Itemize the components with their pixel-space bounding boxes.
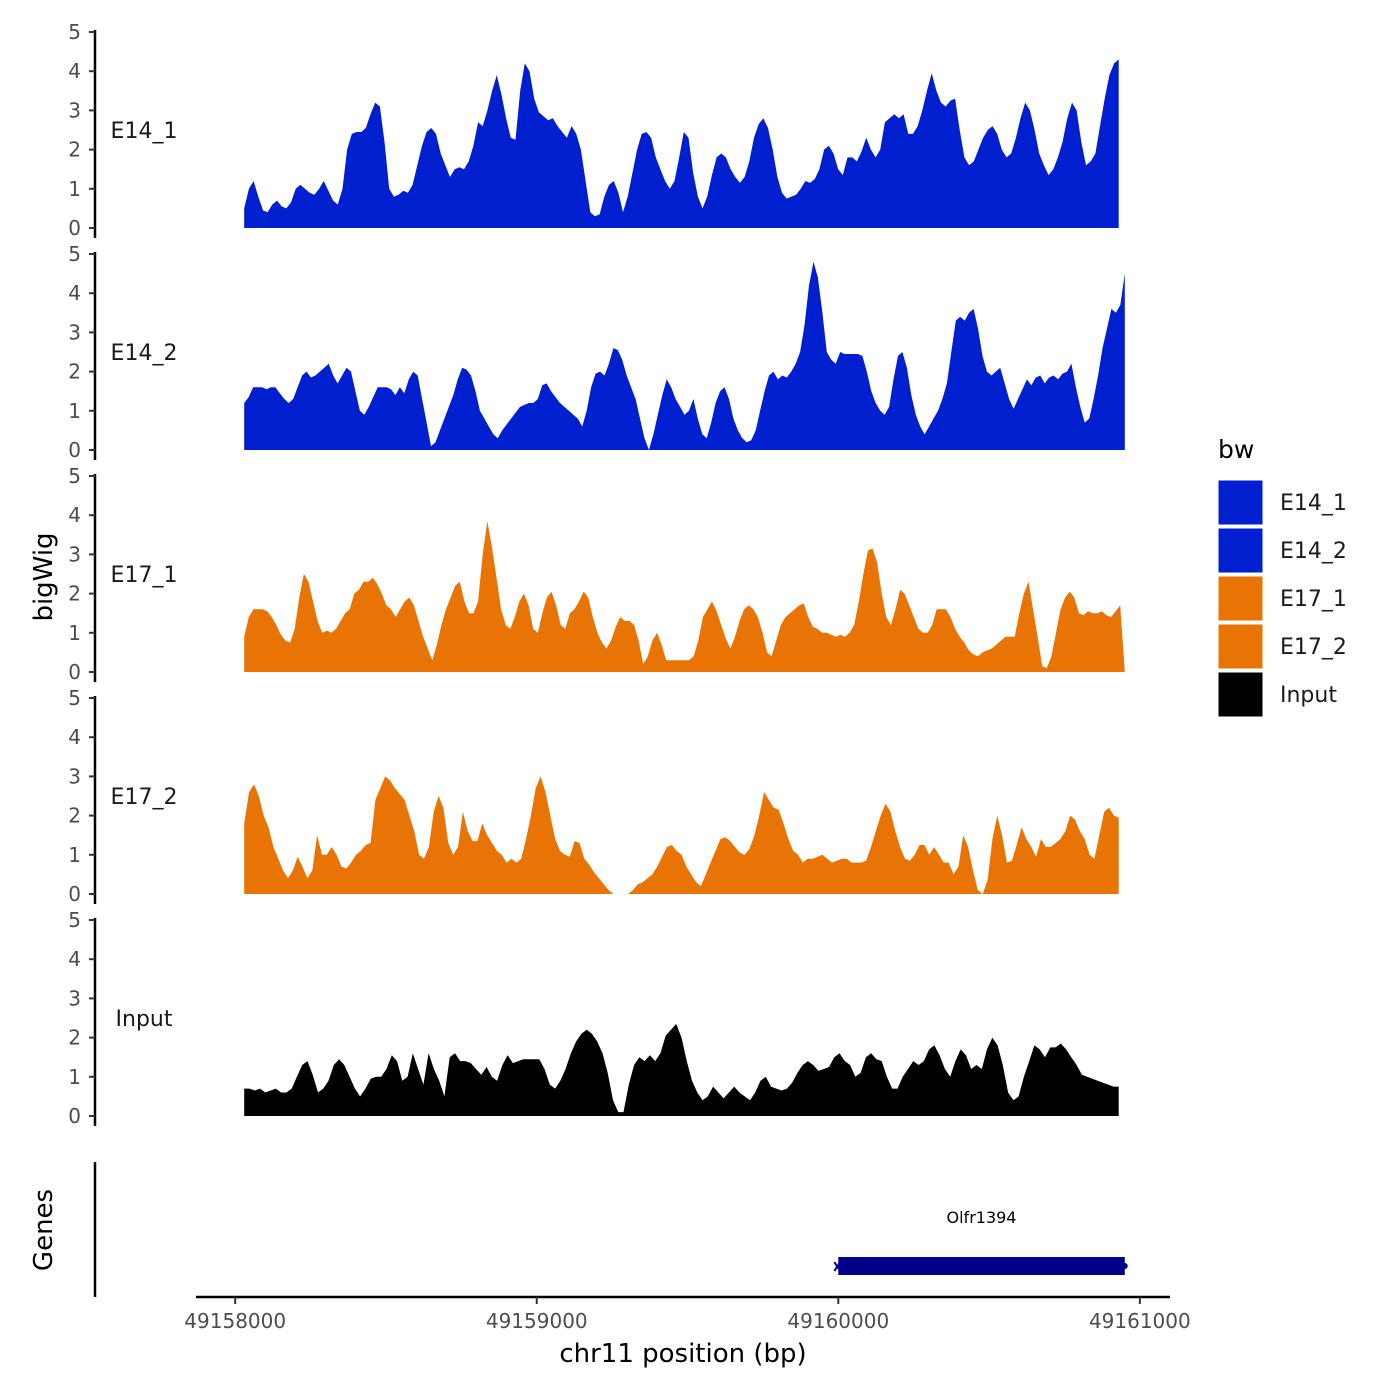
- y-tick-label-E17_2-0: 0: [68, 882, 81, 906]
- y-tick-label-E17_1-4: 4: [68, 503, 81, 527]
- y-tick-label-E14_1-2: 2: [68, 138, 81, 162]
- x-tick-label-49160000: 49160000: [787, 1309, 889, 1333]
- y-axis-title: bigWig: [29, 532, 59, 621]
- y-tick-label-Input-5: 5: [68, 908, 81, 932]
- gene-strand-marker-Olfr1394: [833, 1261, 842, 1272]
- y-tick-label-E14_2-2: 2: [68, 360, 81, 384]
- legend: bw E14_1 E14_2 E17_1 E17_2 Input: [1217, 435, 1347, 718]
- y-tick-label-E17_1-0: 0: [68, 660, 81, 684]
- tracks-layer: E14_1 E14_2 E17_1 E17_2 Input: [111, 59, 1125, 1116]
- y-tick-label-E17_2-1: 1: [68, 843, 81, 867]
- y-tick-label-E17_1-1: 1: [68, 621, 81, 645]
- track-label-E14_2: E14_2: [111, 341, 178, 366]
- y-tick-label-E14_1-3: 3: [68, 98, 81, 122]
- y-tick-label-E17_1-3: 3: [68, 542, 81, 566]
- x-axis: 49158000 49159000 49160000 49161000: [184, 1295, 1191, 1333]
- x-axis-title: chr11 position (bp): [559, 1339, 806, 1369]
- track-label-Input: Input: [116, 1007, 173, 1032]
- y-tick-label-E17_1-5: 5: [68, 464, 81, 488]
- y-tick-label-E17_1-2: 2: [68, 582, 81, 606]
- legend-items: E14_1 E14_2 E17_1 E17_2 Input: [1217, 479, 1347, 718]
- legend-swatch-Input: [1217, 671, 1264, 718]
- genes-track-title: Genes: [29, 1189, 59, 1271]
- coverage-area-Input: [244, 1023, 1119, 1116]
- y-tick-label-E14_1-0: 0: [68, 216, 81, 240]
- gene-body-Olfr1394: [838, 1257, 1125, 1275]
- y-tick-label-E14_2-4: 4: [68, 281, 81, 305]
- y-tick-label-Input-1: 1: [68, 1065, 81, 1089]
- y-tick-label-E14_1-5: 5: [68, 20, 81, 44]
- y-tick-label-E14_2-3: 3: [68, 320, 81, 344]
- y-tick-label-E17_2-4: 4: [68, 725, 81, 749]
- y-tick-label-E14_2-5: 5: [68, 242, 81, 266]
- track-label-E17_1: E17_1: [111, 563, 178, 588]
- legend-label-E14_2: E14_2: [1280, 539, 1347, 564]
- y-tick-label-E14_2-1: 1: [68, 399, 81, 423]
- gene-end-marker-Olfr1394: [1121, 1263, 1128, 1269]
- y-tick-label-E17_2-2: 2: [68, 804, 81, 828]
- x-tick-label-49159000: 49159000: [486, 1309, 588, 1333]
- legend-title: bw: [1218, 435, 1254, 464]
- y-tick-label-E14_2-0: 0: [68, 438, 81, 462]
- x-tick-label-49158000: 49158000: [184, 1309, 286, 1333]
- gene-track: Olfr1394: [93, 1162, 1128, 1297]
- y-tick-label-E17_2-3: 3: [68, 764, 81, 788]
- legend-swatch-E17_1: [1217, 575, 1264, 622]
- gene-label-Olfr1394: Olfr1394: [947, 1208, 1017, 1227]
- x-tick-label-49161000: 49161000: [1089, 1309, 1191, 1333]
- coverage-area-E17_1: [244, 521, 1125, 672]
- track-label-E14_1: E14_1: [111, 119, 178, 144]
- y-tick-label-E14_1-4: 4: [68, 59, 81, 83]
- track-label-E17_2: E17_2: [111, 785, 178, 810]
- coverage-area-E14_1: [244, 59, 1119, 229]
- y-tick-label-E14_1-1: 1: [68, 177, 81, 201]
- legend-swatch-E14_2: [1217, 527, 1264, 574]
- legend-label-E14_1: E14_1: [1280, 491, 1347, 516]
- coverage-area-E14_2: [244, 261, 1125, 450]
- coverage-area-E17_2: [244, 776, 1119, 894]
- legend-label-E17_2: E17_2: [1280, 635, 1347, 660]
- legend-swatch-E14_1: [1217, 479, 1264, 526]
- y-tick-label-Input-2: 2: [68, 1026, 81, 1050]
- y-tick-label-Input-0: 0: [68, 1104, 81, 1128]
- legend-label-Input: Input: [1280, 683, 1337, 708]
- legend-swatch-E17_2: [1217, 623, 1264, 670]
- legend-label-E17_1: E17_1: [1280, 587, 1347, 612]
- y-tick-label-Input-3: 3: [68, 986, 81, 1010]
- y-tick-label-Input-4: 4: [68, 947, 81, 971]
- y-tick-label-E17_2-5: 5: [68, 686, 81, 710]
